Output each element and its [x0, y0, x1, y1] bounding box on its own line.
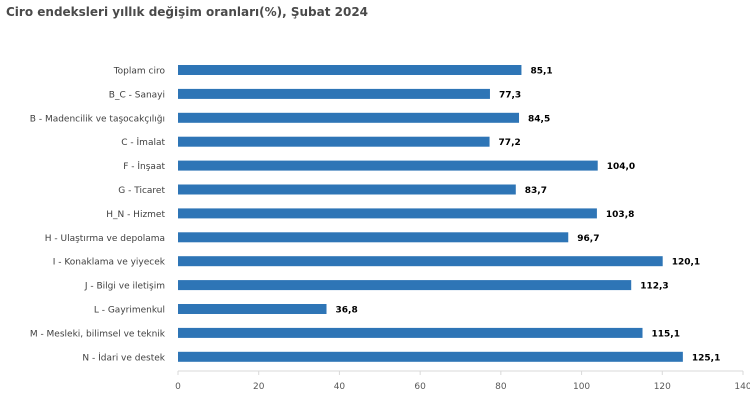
- bar: [178, 327, 643, 338]
- data-label: 36,8: [336, 306, 358, 316]
- x-tick-label: 60: [414, 382, 426, 392]
- category-label: N - İdari ve destek: [82, 352, 165, 363]
- category-label: Toplam ciro: [113, 67, 166, 77]
- bar: [178, 65, 522, 75]
- x-tick-label: 40: [334, 382, 346, 392]
- data-label: 96,7: [577, 234, 599, 244]
- data-label: 84,5: [528, 114, 550, 124]
- chart-title: Ciro endeksleri yıllık değişim oranları(…: [6, 5, 369, 19]
- category-label: M - Mesleki, bilimsel ve teknik: [30, 329, 166, 339]
- x-tick-label: 120: [654, 382, 671, 392]
- data-label: 77,2: [499, 138, 521, 148]
- bar: [178, 304, 327, 314]
- x-axis: 0 20 40 60 80 100 120 140: [175, 370, 750, 392]
- data-label: 83,7: [525, 186, 547, 196]
- bar: [178, 208, 597, 219]
- bar: [178, 232, 569, 243]
- category-label: J - Bilgi ve iletişim: [84, 282, 165, 292]
- category-label: F - İnşaat: [123, 161, 165, 172]
- category-label: B_C - Sanayi: [109, 90, 165, 100]
- bar: [178, 280, 632, 291]
- bar: [178, 112, 520, 123]
- data-label: 115,1: [652, 329, 680, 339]
- data-label: 104,0: [607, 162, 635, 172]
- data-label: 103,8: [606, 210, 634, 220]
- bar: [178, 256, 663, 267]
- category-label: B - Madencilik ve taşocakçılığı: [30, 114, 165, 124]
- data-label: 85,1: [530, 67, 552, 77]
- x-tick-label: 140: [734, 382, 750, 392]
- category-label: H_N - Hizmet: [106, 210, 165, 220]
- bars-layer: Toplam ciro 85,1 B_C - Sanayi 77,3 B - Maden…: [30, 65, 720, 363]
- data-label: 77,3: [499, 90, 521, 100]
- bar: [178, 184, 516, 195]
- bar: [178, 136, 490, 147]
- x-tick-label: 100: [573, 382, 590, 392]
- category-label: L - Gayrimenkul: [94, 306, 165, 316]
- data-label: 120,1: [672, 258, 700, 268]
- x-tick-label: 20: [253, 382, 265, 392]
- data-label: 112,3: [640, 282, 668, 292]
- x-tick-label: 80: [495, 382, 507, 392]
- bar: [178, 88, 490, 99]
- category-label: H - Ulaştırma ve depolama: [45, 234, 165, 244]
- data-label: 125,1: [692, 353, 720, 363]
- bar: [178, 160, 598, 171]
- category-label: G - Ticaret: [118, 186, 165, 196]
- x-tick-label: 0: [175, 382, 181, 392]
- category-label: I - Konaklama ve yiyecek: [53, 258, 166, 268]
- category-label: C - İmalat: [121, 137, 165, 148]
- bar: [178, 351, 683, 362]
